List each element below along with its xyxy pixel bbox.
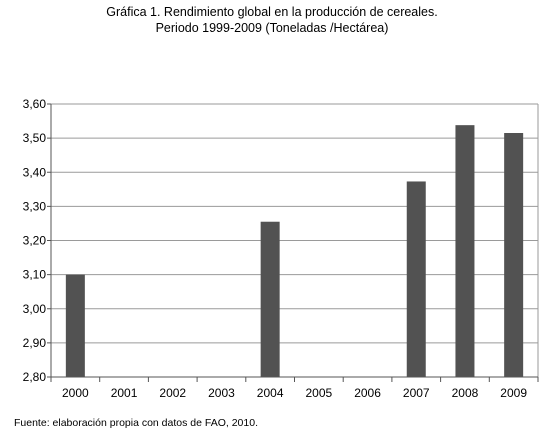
y-tick-label: 3,20: [23, 234, 47, 248]
y-tick-label: 3,60: [23, 97, 47, 111]
x-tick-label: 2003: [208, 386, 235, 400]
x-tick-label: 2001: [111, 386, 138, 400]
y-tick-label: 2,90: [23, 336, 47, 350]
x-tick-label: 2008: [452, 386, 479, 400]
x-tick-label: 2009: [500, 386, 527, 400]
chart-subtitle: Periodo 1999-2009 (Toneladas /Hectárea): [155, 21, 389, 35]
bar-2009: [504, 133, 524, 377]
y-tick-label: 3,40: [23, 165, 47, 179]
y-tick-label: 3,50: [23, 131, 47, 145]
bar-2007: [406, 181, 426, 377]
x-tick-label: 2002: [159, 386, 186, 400]
y-tick-label: 2,80: [23, 370, 47, 384]
y-tick-label: 3,10: [23, 268, 47, 282]
y-tick-label: 3,30: [23, 199, 47, 213]
x-tick-label: 2000: [62, 386, 89, 400]
bar-2000: [65, 274, 85, 377]
x-tick-label: 2007: [403, 386, 430, 400]
chart-title: Gráfica 1. Rendimiento global en la prod…: [106, 5, 438, 19]
bar-2008: [455, 125, 475, 377]
y-tick-label: 3,00: [23, 302, 47, 316]
bar-2004: [260, 221, 280, 377]
source-note: Fuente: elaboración propia con datos de …: [14, 417, 258, 429]
x-tick-label: 2006: [354, 386, 381, 400]
x-tick-label: 2005: [305, 386, 332, 400]
x-tick-label: 2004: [257, 386, 284, 400]
